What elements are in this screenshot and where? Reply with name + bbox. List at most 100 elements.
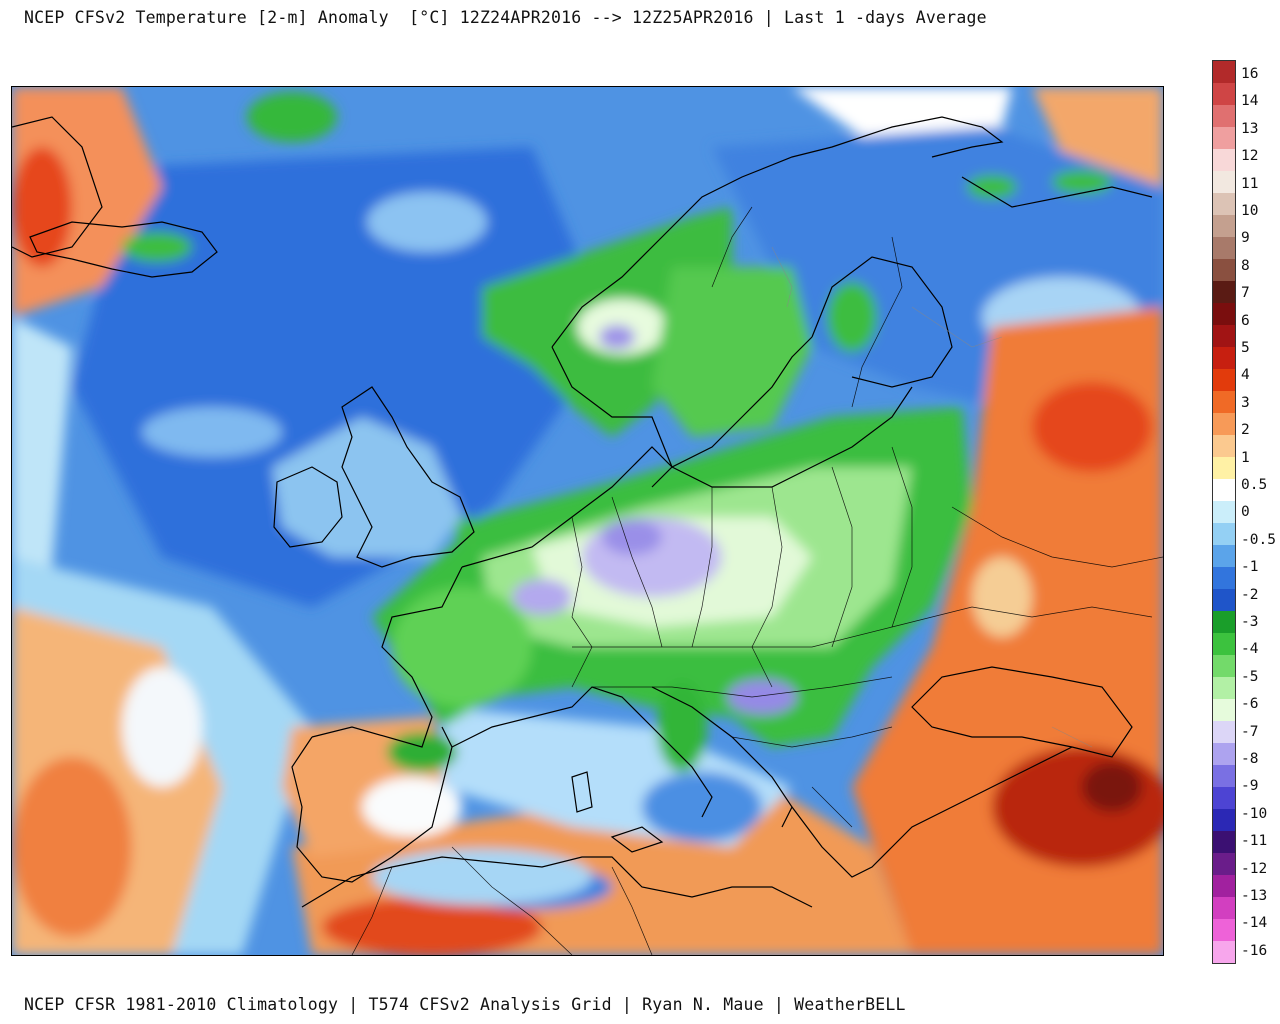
cold-green-atlantic-n xyxy=(247,92,337,142)
color-scale-label: 8 xyxy=(1241,257,1250,274)
color-scale-swatch xyxy=(1213,919,1235,942)
color-scale-swatch xyxy=(1213,655,1235,678)
pale-russia xyxy=(972,557,1032,637)
color-scale-swatch xyxy=(1213,413,1235,436)
border xyxy=(351,866,393,955)
color-scale-label: -8 xyxy=(1241,751,1259,767)
color-scale-swatch xyxy=(1213,589,1235,612)
color-scale-label: -2 xyxy=(1241,586,1259,603)
color-scale-swatch xyxy=(1213,369,1235,392)
color-scale-label: -0.5 xyxy=(1241,531,1276,548)
lakes-rivers xyxy=(771,246,1093,748)
ocean-light-patch xyxy=(142,407,282,457)
color-scale-label: 10 xyxy=(1241,203,1259,219)
pale-arctic-top xyxy=(792,87,1012,137)
border xyxy=(891,446,913,628)
cold-green-britain xyxy=(455,517,479,547)
color-scale-swatch xyxy=(1213,501,1235,524)
color-scale-swatches xyxy=(1213,61,1235,963)
lake-outline xyxy=(1051,726,1093,748)
color-scale-swatch xyxy=(1213,457,1235,480)
color-scale-label: 2 xyxy=(1241,422,1250,439)
color-scale-label: -12 xyxy=(1241,860,1268,877)
color-scale-label: 16 xyxy=(1241,66,1259,82)
color-scale-swatch xyxy=(1213,633,1235,656)
color-scale-label: -9 xyxy=(1241,778,1259,795)
color-scale-swatch xyxy=(1213,853,1235,876)
color-scale-label: 4 xyxy=(1241,367,1250,384)
color-scale-swatch xyxy=(1213,545,1235,568)
color-scale-swatch xyxy=(1213,215,1235,238)
color-scale-label: -11 xyxy=(1241,833,1268,850)
border xyxy=(831,466,853,648)
warm-russia-core xyxy=(1032,382,1152,472)
color-scale-swatch xyxy=(1213,259,1235,282)
color-scale-label: 12 xyxy=(1241,148,1259,165)
cold-lavender-hungary xyxy=(727,679,797,715)
color-scale-label: -10 xyxy=(1241,805,1268,822)
color-scale-label: 13 xyxy=(1241,120,1259,137)
lake-outline xyxy=(771,246,793,308)
border xyxy=(851,236,903,408)
color-scale-swatch xyxy=(1213,897,1235,920)
color-scale-label: -16 xyxy=(1241,942,1268,959)
color-scale-swatch xyxy=(1213,941,1235,963)
border xyxy=(571,516,593,688)
color-scale xyxy=(1212,60,1236,964)
cold-ocean-core xyxy=(72,147,612,607)
coastline-mediterranean-north xyxy=(451,686,713,818)
coastline-norway xyxy=(551,116,1004,348)
color-scale-label: -5 xyxy=(1241,668,1259,685)
color-scale-swatch xyxy=(1213,171,1235,194)
border xyxy=(611,866,653,955)
border xyxy=(611,496,663,648)
border xyxy=(711,206,753,288)
coastline-greenland xyxy=(12,116,103,258)
cold-lavender-france xyxy=(512,579,572,615)
coastlines xyxy=(12,116,1153,908)
cold-italy xyxy=(657,682,707,772)
color-scale-label: 14 xyxy=(1241,93,1259,110)
anomaly-shading xyxy=(12,87,1163,955)
cold-british-isles xyxy=(272,417,462,557)
cold-france xyxy=(392,587,532,707)
border xyxy=(451,846,573,955)
color-scale-swatch xyxy=(1213,787,1235,810)
color-scale-label: 0.5 xyxy=(1241,477,1268,493)
border xyxy=(971,606,1153,618)
coastline-britain xyxy=(341,386,475,568)
border xyxy=(691,487,713,648)
white-iberia xyxy=(362,777,462,837)
coastline-europe-west xyxy=(461,446,673,568)
color-scale-swatch xyxy=(1213,83,1235,106)
cold-ionian xyxy=(642,772,762,842)
warm-africa-core xyxy=(322,897,542,955)
color-scale-label: 9 xyxy=(1241,230,1250,247)
color-scale-swatch xyxy=(1213,149,1235,172)
color-scale-label: -4 xyxy=(1241,641,1259,658)
color-scale-swatch xyxy=(1213,325,1235,348)
coastline-iceland xyxy=(29,221,218,278)
color-scale-label: 5 xyxy=(1241,340,1250,356)
cold-pyrenees xyxy=(387,732,457,772)
cold-green-iceland xyxy=(122,232,192,262)
color-scale-label: -14 xyxy=(1241,915,1268,932)
color-scale-swatch xyxy=(1213,303,1235,326)
coastline-france xyxy=(311,566,463,748)
coastline-italy-east xyxy=(651,686,793,828)
color-scale-label: 7 xyxy=(1241,285,1250,302)
cold-lavender-germany-core xyxy=(602,519,662,555)
color-scale-label: 3 xyxy=(1241,394,1250,411)
color-scale-swatch xyxy=(1213,523,1235,546)
coastline-scandinavia-south xyxy=(551,336,813,468)
cold-green-finland xyxy=(827,282,877,352)
color-scale-label: -7 xyxy=(1241,723,1259,740)
border xyxy=(951,506,1163,568)
color-scale-swatch xyxy=(1213,237,1235,260)
pale-band-west xyxy=(12,317,72,607)
color-scale-swatch xyxy=(1213,193,1235,216)
color-scale-swatch xyxy=(1213,61,1235,84)
cold-green-kola xyxy=(967,175,1017,199)
cold-norway-lavender xyxy=(599,325,635,349)
warm-atlantic-core xyxy=(12,757,132,937)
